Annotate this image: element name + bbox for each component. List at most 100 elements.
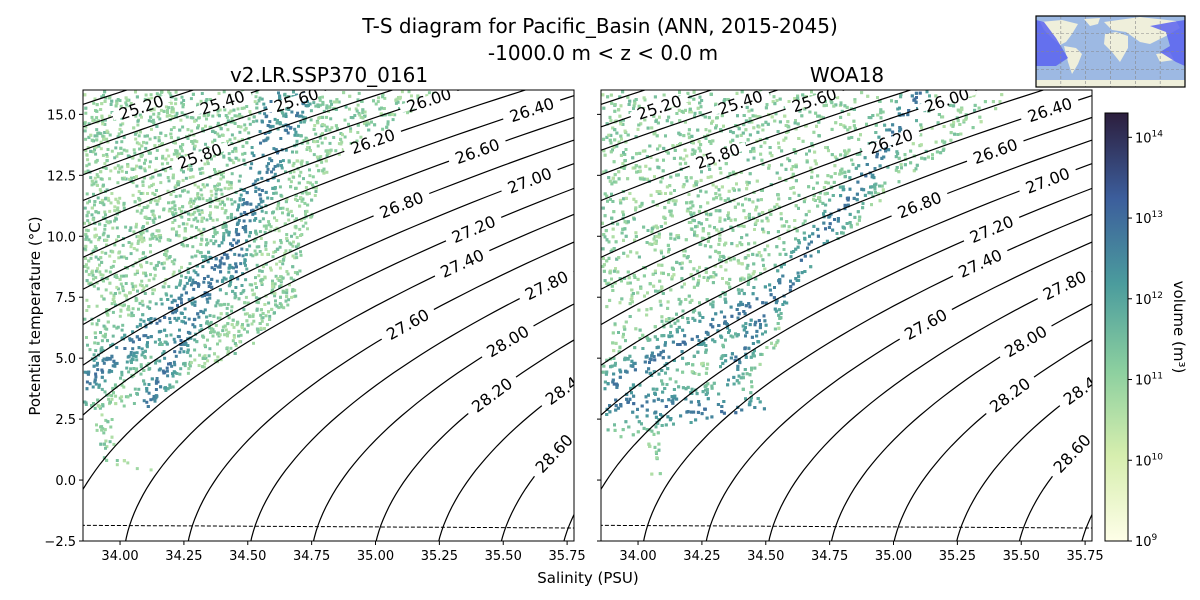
- histogram-cell: [221, 201, 225, 204]
- histogram-cell: [271, 282, 275, 285]
- y-tick-label: 5.0: [55, 352, 76, 367]
- histogram-cell: [139, 192, 143, 195]
- histogram-cell: [117, 251, 121, 255]
- histogram-cell: [200, 209, 204, 213]
- histogram-cell: [129, 351, 133, 354]
- histogram-cell: [370, 120, 373, 124]
- histogram-cell: [213, 352, 216, 356]
- histogram-cell: [213, 267, 216, 271]
- histogram-cell: [137, 134, 141, 138]
- histogram-cell: [321, 169, 325, 173]
- histogram-cell: [175, 230, 179, 234]
- histogram-cell: [262, 224, 266, 228]
- histogram-cell: [239, 187, 243, 191]
- histogram-cell: [222, 252, 226, 256]
- histogram-cell: [200, 166, 204, 170]
- isopycnal-line: [250, 271, 574, 541]
- histogram-cell: [283, 290, 287, 294]
- histogram-cell: [305, 100, 309, 103]
- histogram-cell: [203, 162, 207, 166]
- histogram-cell: [223, 333, 227, 337]
- histogram-cell: [95, 138, 99, 142]
- histogram-cell: [83, 129, 87, 133]
- histogram-cell: [241, 254, 245, 258]
- histogram-cell: [84, 170, 88, 174]
- histogram-cell: [130, 314, 134, 318]
- histogram-cell: [285, 291, 289, 295]
- histogram-cell: [255, 90, 259, 94]
- histogram-cell: [95, 281, 99, 285]
- histogram-cell: [383, 113, 387, 117]
- histogram-cell: [215, 231, 219, 235]
- histogram-cell: [301, 110, 305, 114]
- histogram-cell: [94, 210, 98, 214]
- histogram-cell: [291, 164, 295, 168]
- histogram-cell: [103, 99, 107, 103]
- histogram-cell: [222, 232, 226, 235]
- histogram-cell: [242, 106, 246, 110]
- histogram-cell: [246, 323, 250, 327]
- histogram-cell: [193, 281, 197, 285]
- histogram-cell: [216, 109, 220, 113]
- histogram-cell: [92, 101, 96, 105]
- histogram-cell: [182, 287, 186, 291]
- histogram-cell: [397, 96, 400, 99]
- histogram-cell: [292, 175, 296, 179]
- histogram-cell: [130, 338, 134, 342]
- histogram-cell: [87, 221, 91, 225]
- histogram-cell: [208, 214, 212, 217]
- histogram-cell: [255, 252, 259, 256]
- histogram-cell: [312, 153, 316, 157]
- histogram-cell: [164, 157, 168, 161]
- histogram-cell: [118, 127, 122, 131]
- contour-label: 27.20: [449, 212, 499, 247]
- histogram-cell: [304, 137, 308, 140]
- histogram-cell: [109, 425, 113, 429]
- histogram-cell: [208, 326, 212, 330]
- histogram-cell: [101, 183, 105, 187]
- histogram-cell: [132, 402, 136, 405]
- histogram-cell: [280, 166, 284, 170]
- histogram-cell: [105, 311, 109, 315]
- histogram-cell: [325, 125, 329, 129]
- histogram-cell: [216, 132, 220, 136]
- histogram-cell: [260, 120, 264, 124]
- histogram-cell: [250, 322, 254, 326]
- histogram-cell: [177, 234, 181, 238]
- histogram-cell: [279, 241, 283, 245]
- histogram-cell: [109, 265, 113, 269]
- histogram-cell: [99, 256, 103, 260]
- histogram-cell: [100, 346, 104, 350]
- histogram-cell: [242, 198, 245, 202]
- histogram-cell: [260, 97, 264, 101]
- histogram-cell: [144, 271, 147, 275]
- histogram-cell: [115, 459, 119, 462]
- histogram-cell: [270, 288, 274, 292]
- histogram-cell: [105, 358, 109, 362]
- histogram-cell: [263, 275, 267, 279]
- histogram-cell: [250, 288, 254, 292]
- histogram-cell: [290, 234, 293, 238]
- histogram-cell: [164, 254, 168, 258]
- histogram-cell: [121, 289, 125, 293]
- histogram-cell: [247, 117, 251, 121]
- histogram-cell: [159, 131, 163, 135]
- histogram-cell: [304, 221, 308, 225]
- y-tick-label: 12.5: [47, 169, 76, 184]
- histogram-cell: [264, 138, 268, 142]
- histogram-cell: [234, 286, 238, 289]
- histogram-cell: [179, 343, 183, 346]
- histogram-cell: [279, 193, 283, 197]
- histogram-cell: [199, 188, 203, 192]
- histogram-cell: [166, 111, 169, 115]
- histogram-cell: [217, 152, 221, 156]
- histogram-cell: [153, 398, 157, 402]
- histogram-cell: [275, 207, 279, 211]
- histogram-cell: [232, 334, 236, 338]
- histogram-cell: [249, 202, 253, 206]
- histogram-cell: [232, 335, 236, 339]
- histogram-cell: [347, 122, 350, 126]
- histogram-cell: [149, 176, 153, 180]
- histogram-cell: [153, 340, 157, 344]
- histogram-cell: [86, 343, 89, 347]
